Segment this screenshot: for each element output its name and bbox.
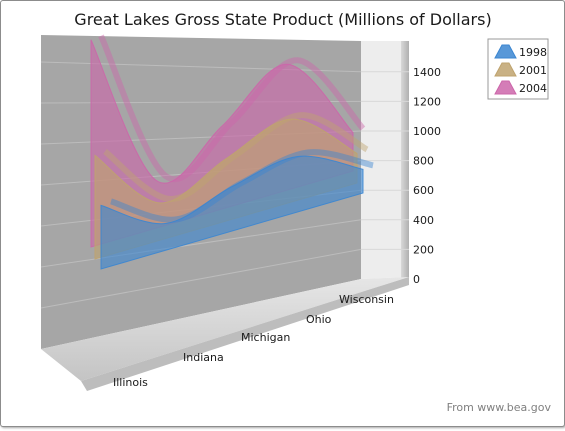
source-annotation: From www.bea.gov [447, 401, 552, 414]
legend-label: 1998 [519, 46, 547, 59]
y-tick-label: 1200 [413, 95, 441, 108]
y-tick-label: 400 [413, 214, 434, 227]
y-tick-label: 800 [413, 155, 434, 168]
x-tick-label: Michigan [241, 331, 290, 344]
y-tick-label: 1000 [413, 125, 441, 138]
legend-label: 2004 [519, 82, 547, 95]
x-tick-label: Wisconsin [339, 293, 394, 306]
side-wall-edge [401, 41, 409, 278]
y-tick-label: 1400 [413, 66, 441, 79]
y-tick-label: 600 [413, 184, 434, 197]
chart-title: Great Lakes Gross State Product (Million… [74, 10, 491, 29]
legend-label: 2001 [519, 64, 547, 77]
y-tick-label: 200 [413, 243, 434, 256]
x-tick-label: Illinois [113, 376, 148, 389]
x-tick-label: Ohio [306, 313, 332, 326]
y-tick-label: 0 [413, 273, 420, 286]
x-tick-label: Indiana [183, 351, 224, 364]
legend: 1998 2001 2004 [488, 39, 548, 99]
y-axis-ticks: 0 200 400 600 800 1000 1200 1400 [413, 66, 441, 286]
